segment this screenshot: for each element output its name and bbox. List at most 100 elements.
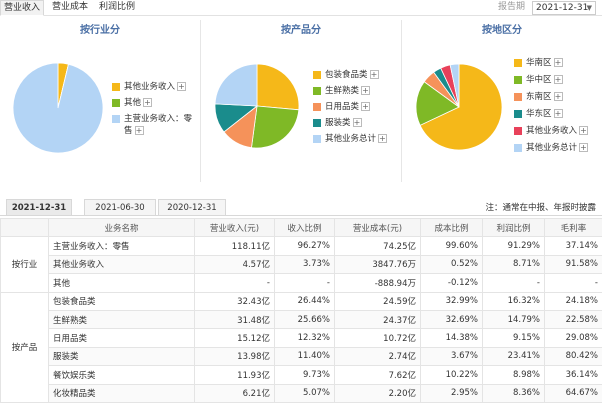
- tab-revenue[interactable]: 营业收入: [0, 0, 44, 16]
- value-cell: 22.58%: [545, 310, 602, 328]
- legend-swatch: [112, 83, 120, 91]
- period-label: 报告期: [498, 0, 525, 16]
- legend-label: 华中区: [526, 75, 552, 85]
- period-select[interactable]: 2021-12-31 ▼: [532, 1, 596, 15]
- value-cell: 10.22%: [421, 366, 483, 384]
- tab-2020-12-31[interactable]: 2020-12-31: [158, 199, 226, 216]
- column-header: 毛利率: [545, 219, 602, 237]
- period-value: 2021-12-31: [536, 3, 588, 13]
- legend-swatch: [514, 76, 522, 84]
- legend-label: 生鲜熟类: [325, 86, 359, 96]
- value-cell: 9.15%: [483, 329, 545, 347]
- value-cell: -888.94万: [335, 274, 421, 292]
- legend-swatch: [514, 59, 522, 67]
- value-cell: 29.08%: [545, 329, 602, 347]
- legend-label: 其他业务收入: [526, 126, 577, 136]
- value-cell: 7.62亿: [335, 366, 421, 384]
- plus-icon[interactable]: +: [135, 126, 144, 135]
- legend-label: 服装类: [325, 118, 351, 128]
- tab-profit-ratio[interactable]: 利润比例: [96, 0, 138, 16]
- column-header: 营业成本(元): [335, 219, 421, 237]
- value-cell: -: [195, 274, 275, 292]
- plus-icon[interactable]: +: [378, 134, 387, 143]
- value-cell: 31.48亿: [195, 310, 275, 328]
- value-cell: 91.29%: [483, 237, 545, 255]
- business-name-cell: 其他: [49, 274, 195, 292]
- tab-2021-06-30[interactable]: 2021-06-30: [84, 199, 156, 216]
- plus-icon[interactable]: +: [361, 102, 370, 111]
- value-cell: 4.57亿: [195, 255, 275, 273]
- value-cell: 118.11亿: [195, 237, 275, 255]
- panel-title: 按地区分: [402, 21, 602, 36]
- legend-label: 其他业务总计: [325, 134, 376, 144]
- tab-2021-12-31[interactable]: 2021-12-31: [6, 199, 72, 216]
- pie-slice[interactable]: [215, 64, 257, 106]
- value-cell: 9.73%: [275, 366, 335, 384]
- business-name-cell: 餐饮娱乐类: [49, 366, 195, 384]
- plus-icon[interactable]: +: [554, 92, 563, 101]
- business-name-cell: 包装食品类: [49, 292, 195, 310]
- tab-cost[interactable]: 营业成本: [50, 0, 90, 16]
- panel-by-product: 按产品分 包装食品类+ 生鲜熟类+ 日用品类+ 服装类+ 其他业务总计+: [201, 17, 401, 185]
- pie-slice[interactable]: [13, 63, 103, 153]
- value-cell: 16.32%: [483, 292, 545, 310]
- legend-swatch: [313, 71, 321, 79]
- column-header: 营业收入(元): [195, 219, 275, 237]
- value-cell: -: [275, 274, 335, 292]
- product-pie-chart: [214, 63, 300, 149]
- business-name-cell: 服装类: [49, 347, 195, 365]
- business-composition-table: 业务名称 营业收入(元) 收入比例 营业成本(元) 成本比例 利润比例 毛利率 …: [0, 218, 602, 403]
- value-cell: 32.43亿: [195, 292, 275, 310]
- pie-slice[interactable]: [257, 64, 299, 110]
- legend-swatch: [514, 110, 522, 118]
- column-header-group: [1, 219, 49, 237]
- business-name-cell: 日用品类: [49, 329, 195, 347]
- value-cell: -: [483, 274, 545, 292]
- value-cell: 36.14%: [545, 366, 602, 384]
- plus-icon[interactable]: +: [361, 86, 370, 95]
- pie-slice[interactable]: [251, 106, 298, 148]
- value-cell: 8.71%: [483, 255, 545, 273]
- panel-title: 按行业分: [0, 21, 200, 36]
- value-cell: 3847.76万: [335, 255, 421, 273]
- legend-label: 其他业务收入: [124, 82, 175, 92]
- legend-swatch: [514, 127, 522, 135]
- plus-icon[interactable]: +: [579, 126, 588, 135]
- value-cell: 96.27%: [275, 237, 335, 255]
- value-cell: 25.66%: [275, 310, 335, 328]
- value-cell: 91.58%: [545, 255, 602, 273]
- legend-label: 包装食品类: [325, 70, 368, 80]
- value-cell: 0.52%: [421, 255, 483, 273]
- legend-label: 其他业务总计: [526, 143, 577, 153]
- legend-label: 华东区: [526, 109, 552, 119]
- legend-swatch: [313, 135, 321, 143]
- legend-label: 华南区: [526, 58, 552, 68]
- plus-icon[interactable]: +: [554, 58, 563, 67]
- legend-swatch: [112, 99, 120, 107]
- plus-icon[interactable]: +: [177, 82, 186, 91]
- column-header: 利润比例: [483, 219, 545, 237]
- plus-icon[interactable]: +: [554, 109, 563, 118]
- legend-swatch: [313, 103, 321, 111]
- column-header: 成本比例: [421, 219, 483, 237]
- plus-icon[interactable]: +: [554, 75, 563, 84]
- group-label: 按产品: [1, 292, 49, 402]
- plus-icon[interactable]: +: [370, 70, 379, 79]
- value-cell: 8.98%: [483, 366, 545, 384]
- value-cell: 14.38%: [421, 329, 483, 347]
- value-cell: 74.25亿: [335, 237, 421, 255]
- value-cell: 10.72亿: [335, 329, 421, 347]
- plus-icon[interactable]: +: [579, 143, 588, 152]
- plus-icon[interactable]: +: [143, 98, 152, 107]
- value-cell: 80.42%: [545, 347, 602, 365]
- industry-pie-chart: [12, 62, 104, 154]
- value-cell: 32.69%: [421, 310, 483, 328]
- plus-icon[interactable]: +: [353, 118, 362, 127]
- value-cell: 14.79%: [483, 310, 545, 328]
- group-label: 按行业: [1, 237, 49, 292]
- legend-label: 主营业务收入：零: [124, 114, 192, 124]
- value-cell: -0.12%: [421, 274, 483, 292]
